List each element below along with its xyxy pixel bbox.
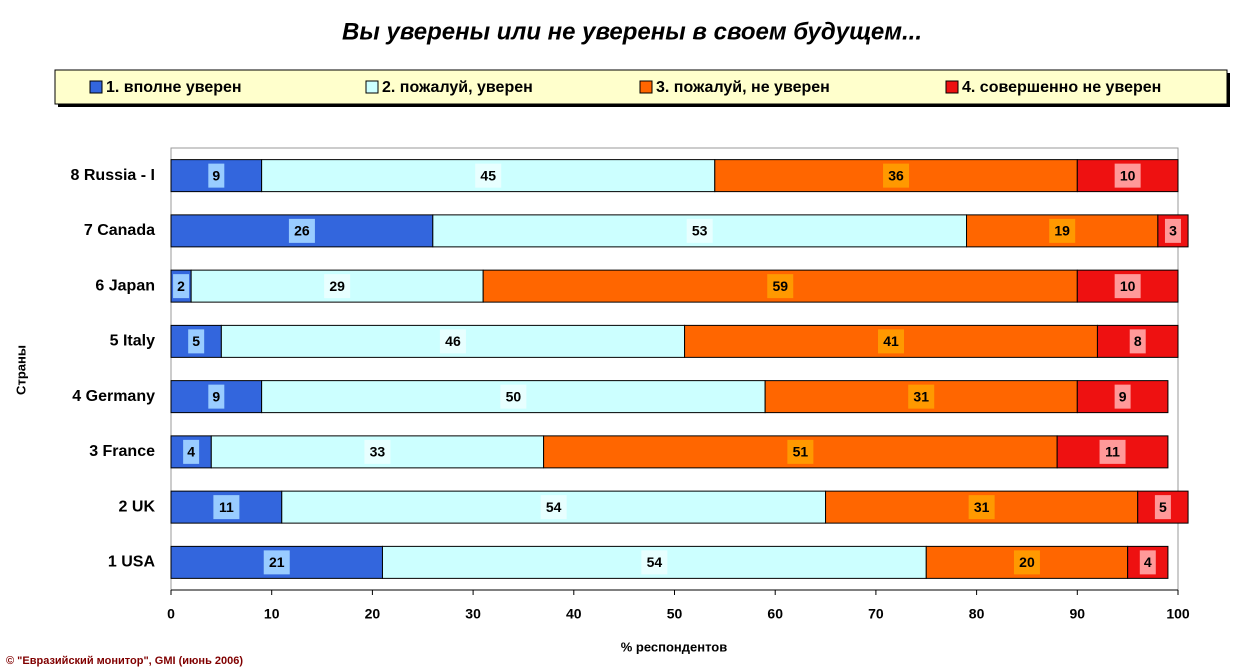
data-label: 29	[329, 278, 345, 294]
data-label: 53	[692, 223, 708, 239]
data-label: 10	[1120, 167, 1136, 183]
data-label-bg	[1114, 384, 1131, 409]
y-axis-label: Страны	[13, 345, 28, 395]
data-label: 2	[177, 278, 185, 294]
legend-swatch	[365, 80, 379, 94]
data-label: 4	[187, 444, 195, 460]
data-label: 31	[974, 499, 990, 515]
data-label: 36	[888, 167, 904, 183]
y-tick-label: 4 Germany	[72, 388, 155, 405]
data-label-bg	[213, 495, 240, 520]
plot-frame	[170, 147, 1179, 591]
data-label: 21	[269, 554, 285, 570]
data-label: 10	[1120, 278, 1136, 294]
x-tick-label: 10	[264, 606, 280, 622]
data-label: 33	[370, 444, 386, 460]
data-label-bg	[500, 384, 527, 409]
legend-swatch	[945, 80, 959, 94]
data-label-bg	[208, 384, 225, 409]
legend-swatch	[89, 80, 103, 94]
data-label-bg	[878, 329, 905, 354]
data-label-bg	[1049, 218, 1076, 243]
x-tick-label: 0	[167, 606, 175, 622]
data-label-bg	[173, 274, 190, 299]
data-label-bg	[439, 329, 466, 354]
data-label-bg	[288, 218, 315, 243]
y-tick-label: 7 Canada	[84, 222, 155, 239]
y-tick-label: 5 Italy	[110, 333, 155, 350]
data-label: 19	[1054, 223, 1070, 239]
x-tick-label: 40	[566, 606, 582, 622]
y-tick-label: 8 Russia - I	[71, 167, 155, 184]
x-tick-label: 60	[767, 606, 783, 622]
data-label-bg	[767, 274, 794, 299]
data-label: 3	[1169, 223, 1177, 239]
x-tick-label: 100	[1166, 606, 1190, 622]
y-tick-label: 1 USA	[108, 554, 156, 571]
x-tick-label: 30	[465, 606, 481, 622]
data-label: 51	[793, 444, 809, 460]
data-label-bg	[968, 495, 995, 520]
data-label: 9	[212, 167, 220, 183]
data-label-bg	[1099, 439, 1126, 464]
data-label: 5	[1159, 499, 1167, 515]
data-label: 54	[647, 554, 663, 570]
data-label-bg	[324, 274, 351, 299]
data-label-bg	[1013, 550, 1040, 575]
x-tick-label: 90	[1070, 606, 1086, 622]
data-label: 8	[1134, 333, 1142, 349]
legend-label: 2. пожалуй, уверен	[382, 79, 533, 96]
x-tick-label: 70	[868, 606, 884, 622]
x-tick-label: 20	[365, 606, 381, 622]
data-label: 46	[445, 333, 461, 349]
legend-label: 4. совершенно не уверен	[962, 79, 1161, 96]
y-tick-label: 2 UK	[119, 498, 156, 515]
footer: © "Евразийский монитор", GMI (июнь 2006)	[6, 655, 243, 667]
chart-title: Вы уверены или не уверены в своем будуще…	[342, 18, 922, 45]
data-label-bg	[641, 550, 668, 575]
data-label: 54	[546, 499, 562, 515]
x-axis-label: % респондентов	[621, 639, 728, 654]
data-label-bg	[540, 495, 567, 520]
data-label: 11	[1105, 444, 1120, 460]
data-label-bg	[883, 163, 910, 188]
legend-swatch	[639, 80, 653, 94]
data-label: 5	[192, 333, 200, 349]
data-label-bg	[1154, 495, 1171, 520]
data-label-bg	[1139, 550, 1156, 575]
data-label-bg	[183, 439, 200, 464]
legend-label: 3. пожалуй, не уверен	[656, 79, 830, 96]
data-label: 31	[913, 388, 929, 404]
data-label: 9	[1119, 388, 1127, 404]
data-label-bg	[263, 550, 290, 575]
data-label-bg	[908, 384, 935, 409]
y-tick-label: 3 France	[89, 443, 155, 460]
data-label: 45	[480, 167, 496, 183]
data-label: 50	[506, 388, 522, 404]
data-label-bg	[686, 218, 713, 243]
data-label-bg	[787, 439, 814, 464]
data-label-bg	[1114, 274, 1141, 299]
data-label: 20	[1019, 554, 1035, 570]
data-label: 11	[219, 499, 234, 515]
data-label: 4	[1144, 554, 1152, 570]
x-tick-label: 50	[667, 606, 683, 622]
data-label-bg	[364, 439, 391, 464]
data-label-bg	[1114, 163, 1141, 188]
data-label: 9	[212, 388, 220, 404]
data-label-bg	[1129, 329, 1146, 354]
data-label: 59	[772, 278, 788, 294]
legend-label: 1. вполне уверен	[106, 79, 242, 96]
data-label-bg	[208, 163, 225, 188]
y-tick-label: 6 Japan	[95, 277, 155, 294]
data-label-bg	[1164, 218, 1181, 243]
data-label: 41	[883, 333, 899, 349]
x-tick-label: 80	[969, 606, 985, 622]
data-label-bg	[188, 329, 205, 354]
data-label: 26	[294, 223, 310, 239]
data-label-bg	[475, 163, 502, 188]
